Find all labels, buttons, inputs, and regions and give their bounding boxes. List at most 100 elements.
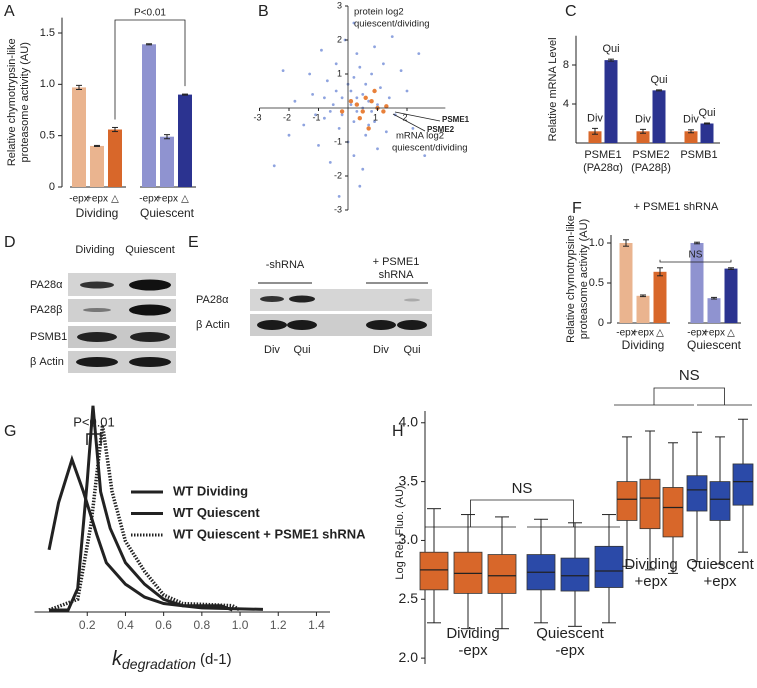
point: [367, 123, 371, 127]
point: [302, 123, 306, 127]
x-tick-label: -epx: [139, 194, 158, 205]
blot-column: + PSME1: [373, 256, 420, 268]
point: [390, 35, 394, 38]
bar: [619, 243, 633, 323]
bar: [72, 87, 86, 187]
bar-label: Div: [587, 112, 603, 124]
significance-bracket: [114, 19, 186, 120]
point: [334, 89, 338, 93]
point: [340, 113, 344, 117]
band: [77, 332, 117, 342]
x-tick-label: 0.6: [155, 618, 172, 632]
point: [320, 48, 323, 52]
lane-label: Div: [264, 344, 280, 356]
x-axis-label-subscript: degradation: [122, 656, 196, 672]
box: [709, 481, 731, 521]
point: [370, 72, 373, 76]
annotation: P<0.01: [134, 8, 166, 19]
blot-column: -shRNA: [266, 259, 305, 271]
bar: [652, 90, 666, 143]
legend-label: WT Dividing: [173, 483, 248, 498]
y-tick-label: 1.0: [40, 78, 55, 90]
bar: [700, 123, 714, 143]
x-tick-label: 1.0: [232, 618, 249, 632]
y-tick-label: 4.0: [399, 413, 419, 429]
point: [367, 99, 371, 103]
x-axis-label: quiescent/dividing: [392, 143, 468, 154]
y-tick-label: 3.0: [399, 531, 419, 547]
point: [364, 133, 368, 137]
bar: [724, 268, 738, 323]
point: [363, 95, 368, 101]
point: [366, 126, 371, 131]
y-axis-label: Relative chymotrypsin-like: [565, 215, 577, 343]
bar: [108, 129, 122, 187]
box: [686, 475, 708, 512]
point: [339, 109, 345, 114]
blot-column: shRNA: [379, 269, 415, 281]
series-line: [49, 405, 233, 612]
y-axis-label: Relative mRNA Level: [547, 37, 559, 141]
legend-label: WT Quiescent + PSME1 shRNA: [173, 526, 366, 541]
x-tick-label: +epx: [632, 328, 654, 339]
blot-d: D Dividing Quiescent PA28α PA28β PSMB1 β…: [4, 234, 176, 373]
group-label: Dividing: [76, 206, 119, 220]
series-line: [47, 454, 263, 611]
band: [397, 320, 427, 330]
point: [423, 154, 427, 158]
bar-label: Div: [683, 114, 699, 126]
point: [372, 88, 377, 94]
point: [355, 96, 359, 100]
significance-bracket: [86, 433, 102, 445]
x-tick-label: -3: [253, 112, 261, 122]
group-label: Quiescent: [686, 556, 754, 573]
box: [487, 554, 517, 594]
point: [360, 109, 365, 114]
box: [560, 557, 590, 592]
bar: [90, 145, 104, 187]
x-tick-label: +epx: [703, 328, 725, 339]
point: [382, 62, 385, 66]
blot-row: PSMB1: [30, 331, 67, 343]
y-axis-label: protein log2: [354, 7, 404, 18]
point: [354, 102, 360, 107]
point: [355, 52, 359, 55]
point: [411, 126, 415, 130]
panel-letter: A: [4, 3, 15, 20]
point: [405, 89, 409, 93]
bar: [604, 60, 618, 143]
point: [376, 147, 379, 151]
annotation: PSME1: [442, 115, 470, 124]
point: [349, 89, 353, 93]
x-tick-label: 0.2: [79, 618, 96, 632]
x-tick-label: 1.2: [270, 618, 287, 632]
x-tick-label: (PA28α): [583, 162, 623, 174]
blot-strip: [68, 351, 176, 373]
band: [366, 320, 396, 330]
y-tick-label: 1.0: [589, 237, 604, 249]
blot-row: PA28α: [196, 294, 229, 306]
bar: [636, 295, 650, 323]
x-tick-label: 0.8: [194, 618, 211, 632]
blot-strip: [250, 289, 432, 311]
point: [328, 161, 332, 164]
x-tick-label: 1: [373, 112, 378, 122]
box: [732, 463, 754, 506]
bar-label: Div: [635, 113, 651, 125]
point: [352, 154, 356, 158]
panel-letter: B: [258, 3, 269, 20]
group-label: -epx: [555, 642, 585, 659]
point: [358, 65, 362, 69]
point: [352, 120, 356, 123]
x-tick-label: PSME2: [632, 149, 669, 161]
point: [352, 76, 356, 79]
point: [376, 103, 379, 106]
x-tick-label: △: [727, 328, 735, 339]
x-axis-label: kdegradation (d-1): [112, 648, 232, 671]
annotation: PSME2: [427, 125, 455, 134]
annotation: NS: [512, 480, 533, 497]
point: [311, 93, 314, 96]
bar: [684, 131, 698, 143]
band: [129, 304, 171, 316]
box: [616, 481, 638, 521]
